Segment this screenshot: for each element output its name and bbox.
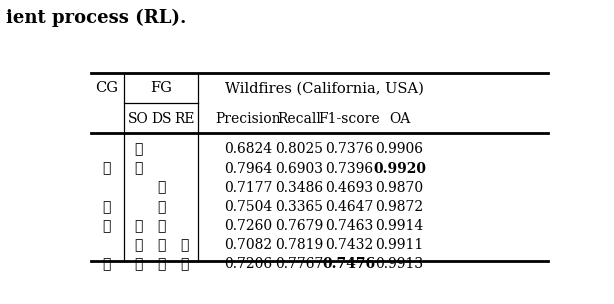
Text: 0.9911: 0.9911: [375, 238, 424, 252]
Text: 0.7767: 0.7767: [275, 257, 324, 271]
Text: ✓: ✓: [102, 161, 111, 175]
Text: SO: SO: [128, 112, 149, 126]
Text: 0.7679: 0.7679: [275, 219, 324, 233]
Text: 0.9920: 0.9920: [373, 161, 426, 175]
Text: 0.4647: 0.4647: [325, 200, 373, 214]
Text: RE: RE: [174, 112, 195, 126]
Text: 0.9872: 0.9872: [375, 200, 424, 214]
Text: 0.9913: 0.9913: [375, 257, 424, 271]
Text: Recall: Recall: [278, 112, 321, 126]
Text: 0.7463: 0.7463: [325, 219, 373, 233]
Text: OA: OA: [389, 112, 410, 126]
Text: ✓: ✓: [134, 257, 143, 271]
Text: 0.7260: 0.7260: [224, 219, 272, 233]
Text: 0.9870: 0.9870: [375, 181, 424, 195]
Text: DS: DS: [151, 112, 172, 126]
Text: ✓: ✓: [134, 238, 143, 252]
Text: ✓: ✓: [134, 161, 143, 175]
Text: 0.4693: 0.4693: [325, 181, 373, 195]
Text: Precision: Precision: [216, 112, 281, 126]
Text: CG: CG: [95, 81, 118, 95]
Text: Wildfires (California, USA): Wildfires (California, USA): [225, 81, 424, 95]
Text: ✓: ✓: [180, 238, 188, 252]
Text: 0.7206: 0.7206: [224, 257, 272, 271]
Text: 0.7432: 0.7432: [325, 238, 373, 252]
Text: 0.9914: 0.9914: [375, 219, 424, 233]
Text: ient process (RL).: ient process (RL).: [6, 9, 187, 27]
Text: 0.7396: 0.7396: [325, 161, 373, 175]
Text: ✓: ✓: [157, 181, 166, 195]
Text: 0.7177: 0.7177: [224, 181, 272, 195]
Text: 0.9906: 0.9906: [375, 142, 424, 156]
Text: ✓: ✓: [134, 142, 143, 156]
Text: 0.7504: 0.7504: [224, 200, 272, 214]
Text: ✓: ✓: [157, 219, 166, 233]
Text: FG: FG: [150, 81, 173, 95]
Text: 0.7964: 0.7964: [224, 161, 272, 175]
Text: ✓: ✓: [157, 257, 166, 271]
Text: 0.6824: 0.6824: [224, 142, 272, 156]
Text: F1-score: F1-score: [318, 112, 379, 126]
Text: 0.7376: 0.7376: [325, 142, 373, 156]
Text: 0.8025: 0.8025: [276, 142, 324, 156]
Text: ✓: ✓: [102, 219, 111, 233]
Text: ✓: ✓: [102, 200, 111, 214]
Text: ✓: ✓: [134, 219, 143, 233]
Text: 0.7082: 0.7082: [224, 238, 272, 252]
Text: 0.7819: 0.7819: [275, 238, 324, 252]
Text: 0.3365: 0.3365: [276, 200, 324, 214]
Text: 0.7476: 0.7476: [322, 257, 376, 271]
Text: 0.6903: 0.6903: [276, 161, 324, 175]
Text: 0.3486: 0.3486: [276, 181, 324, 195]
Text: ✓: ✓: [180, 257, 188, 271]
Text: ✓: ✓: [157, 238, 166, 252]
Text: ✓: ✓: [157, 200, 166, 214]
Text: ✓: ✓: [102, 257, 111, 271]
